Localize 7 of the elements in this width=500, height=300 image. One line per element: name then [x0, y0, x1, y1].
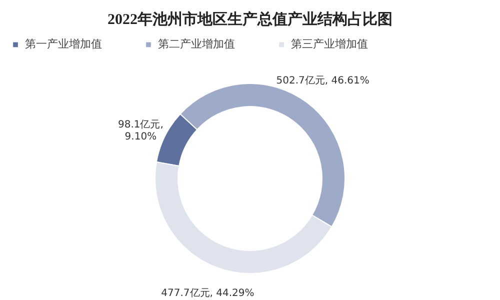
legend-label: 第二产业增加值: [158, 38, 235, 51]
data-label: 477.7亿元, 44.29%: [161, 288, 254, 299]
chart-title: 2022年池州市地区生产总值产业结构占比图: [108, 10, 392, 28]
legend-label: 第一产业增加值: [25, 38, 102, 51]
legend-label: 第三产业增加值: [291, 38, 368, 51]
data-label: 502.7亿元, 46.61%: [276, 76, 370, 87]
data-label: 98.1亿元, 9.10%: [118, 119, 164, 142]
